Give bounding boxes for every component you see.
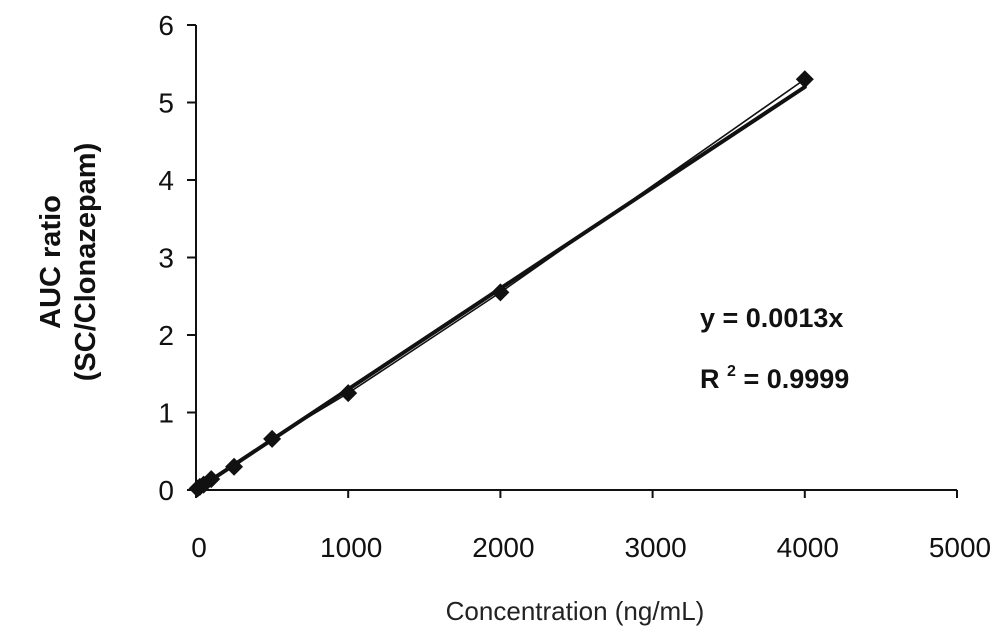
y-tick-label: 1 [158, 398, 174, 429]
y-tick-label: 5 [158, 88, 174, 119]
y-tick-label: 6 [158, 10, 174, 41]
data-point [491, 283, 510, 302]
x-axis-title: Concentration (ng/mL) [446, 596, 705, 626]
x-tick-label: 3000 [624, 532, 686, 563]
data-point [263, 429, 282, 448]
data-point [339, 384, 358, 403]
y-axis-title-line2: (SC/Clonazepam) [70, 143, 102, 381]
r-squared-label: R 2 = 0.9999 [700, 352, 849, 394]
data-points [188, 70, 814, 498]
x-tick-label: 2000 [472, 532, 534, 563]
r-squared-superscript: 2 [727, 363, 736, 380]
y-ticks: 0 1 2 3 4 5 6 [158, 10, 196, 506]
data-point [795, 70, 814, 89]
y-tick-label: 2 [158, 320, 174, 351]
x-tick-label: 4000 [777, 532, 839, 563]
r-squared-prefix: R [700, 364, 720, 394]
r-squared-value: = 0.9999 [743, 364, 849, 394]
equation-label: y = 0.0013x [700, 303, 843, 333]
data-point [225, 457, 244, 476]
x-ticks: 0 1000 2000 3000 4000 5000 [191, 490, 991, 563]
x-tick-label: 1000 [320, 532, 382, 563]
axes [195, 25, 957, 491]
y-tick-label: 0 [158, 475, 174, 506]
y-tick-label: 3 [158, 243, 174, 274]
y-tick-label: 4 [158, 165, 174, 196]
x-tick-label: 0 [191, 532, 207, 563]
y-axis-title-line1: AUC ratio [35, 195, 67, 329]
data-point [202, 470, 221, 489]
x-tick-label: 5000 [929, 532, 991, 563]
